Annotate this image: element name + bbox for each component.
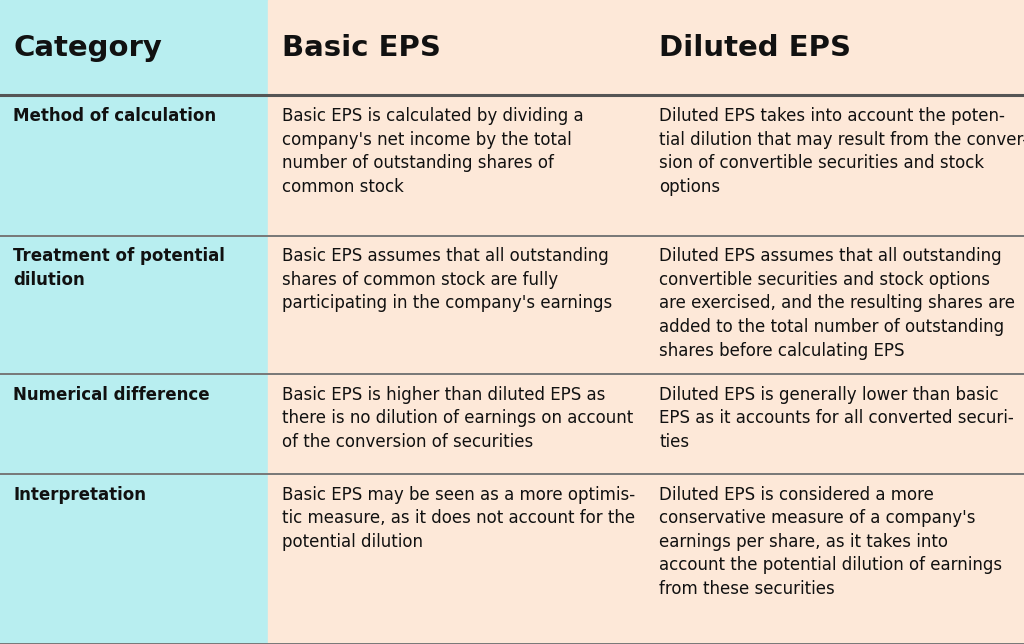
Text: Numerical difference: Numerical difference	[13, 386, 210, 404]
Bar	[646, 0, 1024, 644]
Text: Diluted EPS assumes that all outstanding
convertible securities and stock option: Diluted EPS assumes that all outstanding…	[659, 247, 1016, 360]
Bar	[268, 0, 646, 644]
Text: Diluted EPS is considered a more
conservative measure of a company's
earnings pe: Diluted EPS is considered a more conserv…	[659, 486, 1002, 598]
Text: Basic EPS assumes that all outstanding
shares of common stock are fully
particip: Basic EPS assumes that all outstanding s…	[282, 247, 612, 312]
Text: Interpretation: Interpretation	[13, 486, 146, 504]
Text: Method of calculation: Method of calculation	[13, 107, 216, 125]
Text: Diluted EPS: Diluted EPS	[659, 33, 852, 62]
Text: Basic EPS is calculated by dividing a
company's net income by the total
number o: Basic EPS is calculated by dividing a co…	[282, 107, 584, 196]
Text: Basic EPS: Basic EPS	[282, 33, 440, 62]
Text: Basic EPS is higher than diluted EPS as
there is no dilution of earnings on acco: Basic EPS is higher than diluted EPS as …	[282, 386, 633, 451]
Text: Diluted EPS is generally lower than basic
EPS as it accounts for all converted s: Diluted EPS is generally lower than basi…	[659, 386, 1014, 451]
Bar	[0, 0, 268, 644]
Text: Basic EPS may be seen as a more optimis-
tic measure, as it does not account for: Basic EPS may be seen as a more optimis-…	[282, 486, 635, 551]
Text: Treatment of potential
dilution: Treatment of potential dilution	[13, 247, 225, 289]
Text: Category: Category	[13, 33, 162, 62]
Text: Diluted EPS takes into account the poten-
tial dilution that may result from the: Diluted EPS takes into account the poten…	[659, 107, 1024, 196]
